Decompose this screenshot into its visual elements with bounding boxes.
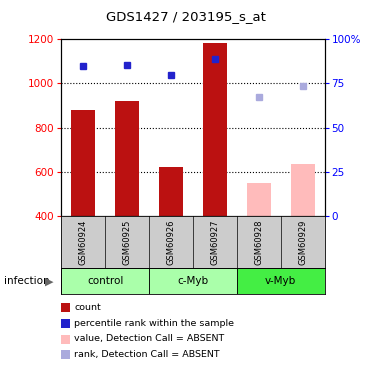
Bar — [159, 167, 183, 216]
Text: GSM60926: GSM60926 — [167, 219, 175, 265]
Text: count: count — [74, 303, 101, 312]
Bar — [115, 101, 139, 216]
Text: GDS1427 / 203195_s_at: GDS1427 / 203195_s_at — [106, 10, 265, 23]
Text: ▶: ▶ — [45, 276, 53, 286]
Text: GSM60925: GSM60925 — [122, 219, 132, 265]
Text: rank, Detection Call = ABSENT: rank, Detection Call = ABSENT — [74, 350, 220, 359]
Text: GSM60927: GSM60927 — [210, 219, 219, 265]
Bar — [203, 43, 227, 216]
Text: control: control — [87, 276, 123, 286]
Bar — [237, 268, 325, 294]
Bar — [71, 110, 95, 216]
Text: GSM60928: GSM60928 — [254, 219, 263, 265]
Bar — [149, 268, 237, 294]
Bar — [61, 268, 149, 294]
Text: infection: infection — [4, 276, 49, 286]
Bar — [290, 164, 315, 216]
Text: GSM60929: GSM60929 — [298, 219, 307, 265]
Text: GSM60924: GSM60924 — [79, 219, 88, 265]
Text: value, Detection Call = ABSENT: value, Detection Call = ABSENT — [74, 334, 224, 344]
Text: v-Myb: v-Myb — [265, 276, 296, 286]
Bar — [247, 183, 271, 216]
Text: c-Myb: c-Myb — [177, 276, 209, 286]
Text: percentile rank within the sample: percentile rank within the sample — [74, 319, 234, 328]
